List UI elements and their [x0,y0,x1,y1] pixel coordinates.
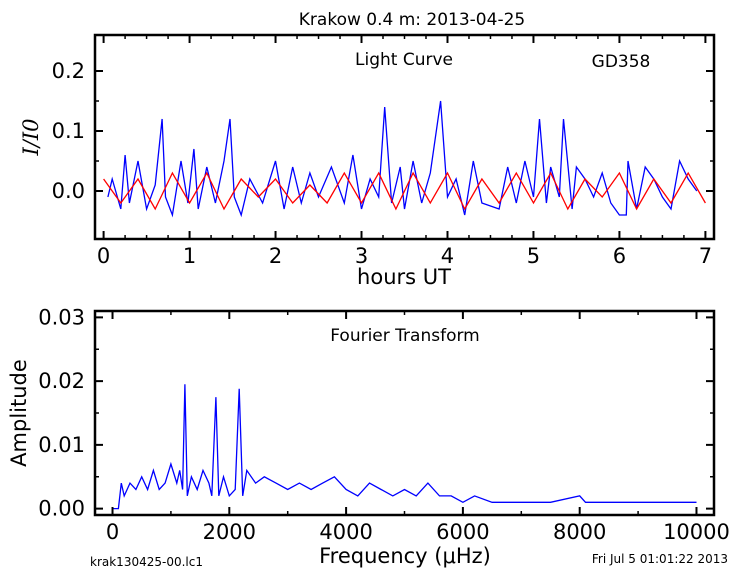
y-tick-label: 0.01 [38,433,85,457]
ft-plot-series-0 [112,384,697,510]
y-tick-label: 0.1 [52,119,85,143]
light-curve-xlabel: hours UT [357,265,451,289]
fourier-annotation: Fourier Transform [330,326,479,346]
light-curve-annotation: Light Curve [355,50,453,70]
y-tick-label: 0.2 [52,59,85,83]
lc-plot-series-1 [103,171,706,211]
x-tick-label: 10000 [663,520,730,544]
y-tick-label: 0.0 [52,179,85,203]
star-name-annotation: GD358 [592,52,651,72]
lc-plot-series-0 [107,100,698,218]
x-tick-label: 0 [97,244,110,268]
x-tick-label: 4 [441,244,454,268]
x-tick-label: 0 [106,520,119,544]
x-tick-label: 2 [269,244,282,268]
x-tick-label: 5 [527,244,540,268]
fourier-transform-panel: 0 2000 4000 6000 8000 10000 0.00 0.01 0.02 0.03 F… [7,305,730,568]
generation-timestamp: Fri Jul 5 01:01:22 2013 [591,552,728,566]
x-tick-label: 6000 [436,520,489,544]
fourier-ylabel: Amplitude [7,359,31,467]
fourier-plot-area: 0 2000 4000 6000 8000 10000 0.00 0.01 0.02 0.03 [38,305,730,544]
x-tick-label: 7 [699,244,712,268]
light-curve-panel: 0 1 2 3 4 5 6 7 0.0 0.1 0.2 Light Curve GD358 hour… [19,33,716,289]
x-tick-label: 8000 [553,520,606,544]
x-tick-label: 4000 [319,520,372,544]
x-tick-label: 1 [183,244,196,268]
x-tick-label: 2000 [203,520,256,544]
light-curve-ylabel: I/I0 [19,118,43,156]
light-curve-plot-area: 0 1 2 3 4 5 6 7 0.0 0.1 0.2 [52,33,716,268]
x-tick-label: 3 [355,244,368,268]
x-tick-label: 6 [613,244,626,268]
y-tick-label: 0.03 [38,305,85,329]
figure-title: Krakow 0.4 m: 2013-04-25 [299,10,525,30]
y-tick-label: 0.02 [38,369,85,393]
y-tick-label: 0.00 [38,497,85,521]
fourier-xlabel: Frequency (μHz) [319,544,491,568]
source-filename: krak130425-00.lc1 [90,555,203,569]
